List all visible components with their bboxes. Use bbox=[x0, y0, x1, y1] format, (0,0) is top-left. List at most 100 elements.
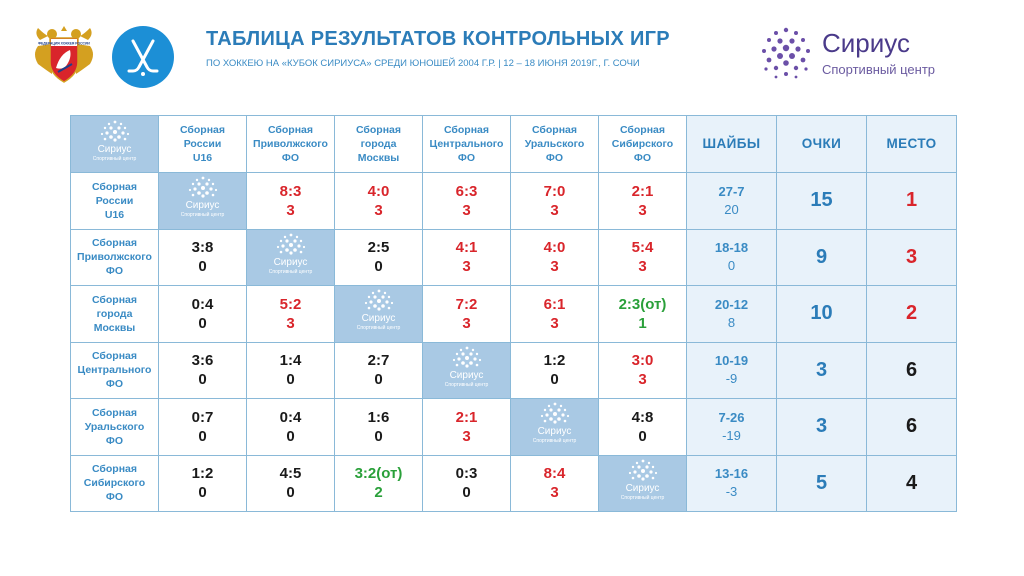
column-header-team: Сборная Приволжского ФО bbox=[246, 115, 335, 173]
goal-difference: -19 bbox=[722, 427, 741, 443]
column-header-place: МЕСТО bbox=[866, 115, 957, 173]
row-team-name: Сборная Центрального ФО bbox=[77, 350, 152, 391]
table-row: Сборная России U16 Сириус Спортивный центр… bbox=[70, 172, 957, 230]
row-team-name: Сборная Уральского ФО bbox=[84, 406, 145, 447]
points-cell: 5 bbox=[776, 454, 867, 512]
final-place: 4 bbox=[905, 471, 918, 494]
match-score: 2:1 bbox=[455, 408, 478, 426]
final-place: 1 bbox=[905, 189, 918, 212]
match-points: 0 bbox=[374, 371, 383, 389]
self-match-cell: Сириус Спортивный центр bbox=[334, 285, 423, 343]
sirius-mini-logo: Сириус Спортивный центр bbox=[349, 288, 409, 334]
sirius-dots-icon bbox=[276, 233, 305, 255]
match-score: 3:8 bbox=[191, 239, 214, 257]
mini-logo-name: Сириус bbox=[185, 200, 220, 212]
match-result-cell: 0:4 0 bbox=[246, 398, 335, 456]
match-result-cell: 2:3(от) 1 bbox=[598, 285, 687, 343]
match-score: 6:1 bbox=[543, 295, 566, 313]
mini-logo-sub: Спортивный центр bbox=[620, 494, 665, 501]
match-result-cell: 0:3 0 bbox=[422, 454, 511, 512]
sirius-dots-icon bbox=[188, 176, 217, 198]
sirius-mini-logo: Сириус Спортивный центр bbox=[85, 119, 145, 165]
mini-logo-name: Сириус bbox=[361, 313, 396, 325]
match-result-cell: 4:5 0 bbox=[246, 454, 335, 512]
goals-for-against: 27-7 bbox=[718, 183, 745, 199]
row-team-name: Сборная города Москвы bbox=[91, 293, 138, 334]
mini-logo-sub: Спортивный центр bbox=[444, 381, 489, 388]
place-cell: 2 bbox=[866, 285, 957, 343]
match-points: 0 bbox=[286, 484, 295, 502]
results-table: Сириус Спортивный центр Сборная России U16… bbox=[70, 115, 957, 512]
match-score: 4:8 bbox=[631, 408, 654, 426]
match-points: 3 bbox=[462, 427, 471, 445]
match-points: 0 bbox=[286, 371, 295, 389]
points-cell: 15 bbox=[776, 172, 867, 230]
sirius-mini-logo: Сириус Спортивный центр bbox=[525, 401, 585, 447]
goals-cell: 18-18 0 bbox=[686, 228, 777, 286]
row-team-header: Сборная Центрального ФО bbox=[70, 341, 159, 399]
place-cell: 6 bbox=[866, 341, 957, 399]
mini-logo-name: Сириус bbox=[537, 426, 572, 438]
match-points: 0 bbox=[198, 314, 207, 332]
column-header-goals: ШАЙБЫ bbox=[686, 115, 777, 173]
goal-difference: 20 bbox=[724, 201, 739, 217]
sirius-dots-icon bbox=[628, 459, 657, 481]
total-points: 9 bbox=[815, 245, 828, 268]
sirius-dots-icon bbox=[100, 120, 129, 142]
match-score: 3:0 bbox=[631, 352, 654, 370]
emblem-text: ФЕДЕРАЦИЯ ХОККЕЯ РОССИИ bbox=[38, 42, 90, 46]
match-points: 0 bbox=[198, 258, 207, 276]
match-points: 0 bbox=[286, 427, 295, 445]
match-score: 2:3(от) bbox=[618, 295, 667, 313]
match-points: 3 bbox=[462, 314, 471, 332]
match-score: 5:4 bbox=[631, 239, 654, 257]
match-score: 0:4 bbox=[279, 408, 302, 426]
total-points: 3 bbox=[815, 358, 828, 381]
goals-for-against: 13-16 bbox=[714, 466, 749, 482]
goal-difference: 0 bbox=[727, 258, 736, 274]
match-result-cell: 8:4 3 bbox=[510, 454, 599, 512]
table-row: Сборная Сибирского ФО 1:2 0 4:5 0 3:2(от) … bbox=[70, 454, 957, 512]
self-match-cell: Сириус Спортивный центр bbox=[246, 228, 335, 286]
sirius-mini-logo: Сириус Спортивный центр bbox=[437, 345, 497, 391]
match-result-cell: 4:8 0 bbox=[598, 398, 687, 456]
sirius-dots-icon bbox=[540, 402, 569, 424]
match-points: 1 bbox=[638, 314, 647, 332]
match-result-cell: 1:6 0 bbox=[334, 398, 423, 456]
match-score: 3:2(от) bbox=[354, 465, 403, 483]
table-row: Сборная Приволжского ФО 3:8 0 Сириус Спорт… bbox=[70, 228, 957, 286]
place-cell: 1 bbox=[866, 172, 957, 230]
match-points: 3 bbox=[462, 258, 471, 276]
points-cell: 10 bbox=[776, 285, 867, 343]
column-team-name: Сборная Центрального ФО bbox=[429, 124, 504, 164]
table-body: Сборная России U16 Сириус Спортивный центр… bbox=[70, 172, 957, 512]
row-team-name: Сборная Сибирского ФО bbox=[83, 463, 146, 504]
match-result-cell: 1:2 0 bbox=[158, 454, 247, 512]
goals-cell: 7-26 -19 bbox=[686, 398, 777, 456]
place-cell: 6 bbox=[866, 398, 957, 456]
mini-logo-name: Сириус bbox=[97, 143, 132, 155]
row-team-header: Сборная Сибирского ФО bbox=[70, 454, 159, 512]
match-score: 1:2 bbox=[543, 352, 566, 370]
self-match-cell: Сириус Спортивный центр bbox=[510, 398, 599, 456]
sirius-brand: Сириус Спортивный центр bbox=[756, 24, 986, 84]
match-score: 1:2 bbox=[191, 465, 214, 483]
match-result-cell: 4:1 3 bbox=[422, 228, 511, 286]
match-score: 8:4 bbox=[543, 465, 566, 483]
goal-difference: -9 bbox=[725, 371, 738, 387]
column-header-team: Сборная Сибирского ФО bbox=[598, 115, 687, 173]
match-points: 0 bbox=[198, 371, 207, 389]
total-points: 15 bbox=[810, 189, 833, 212]
column-team-name: Сборная Сибирского ФО bbox=[611, 124, 674, 164]
row-team-header: Сборная России U16 bbox=[70, 172, 159, 230]
sirius-dots-icon bbox=[364, 289, 393, 311]
match-result-cell: 0:7 0 bbox=[158, 398, 247, 456]
table-header-row: Сириус Спортивный центр Сборная России U16… bbox=[70, 115, 957, 173]
match-points: 3 bbox=[286, 201, 295, 219]
match-points: 2 bbox=[374, 484, 383, 502]
mini-logo-sub: Спортивный центр bbox=[180, 212, 225, 219]
goals-cell: 10-19 -9 bbox=[686, 341, 777, 399]
match-points: 3 bbox=[550, 484, 559, 502]
match-result-cell: 7:2 3 bbox=[422, 285, 511, 343]
column-header-team: Сборная Уральского ФО bbox=[510, 115, 599, 173]
